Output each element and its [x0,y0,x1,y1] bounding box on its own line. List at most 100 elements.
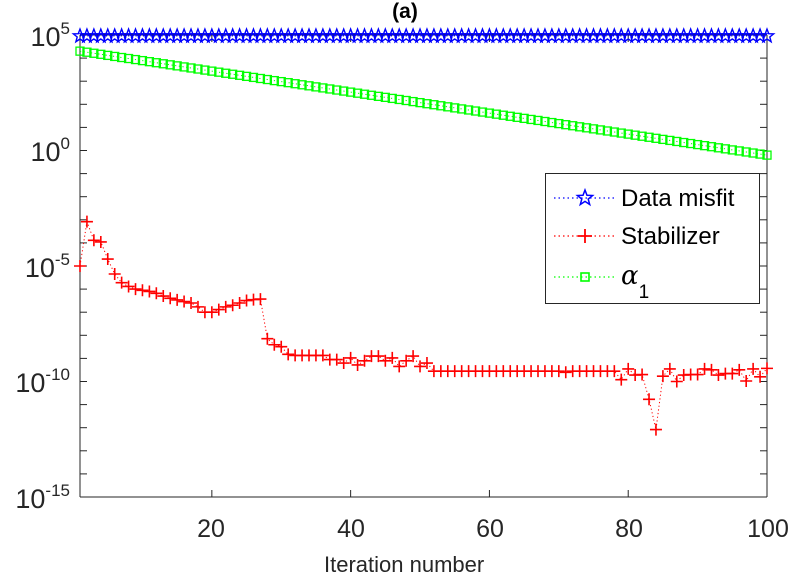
data-point-square [477,107,488,117]
data-point-square [165,60,175,70]
data-point-square [401,95,411,106]
legend-label: Data misfit [621,185,735,212]
data-point-square [574,122,585,132]
data-point-square [463,105,474,115]
data-point-square [116,52,127,63]
data-point-plus [337,357,350,370]
series-star [71,27,776,44]
data-point-square [422,99,432,109]
legend-item-alpha-1: α1 [546,257,759,304]
series-plus [74,215,773,436]
y-tick-label: 10-10 [15,365,70,398]
data-point-plus [240,294,253,307]
data-point-plus [559,366,572,379]
data-point-plus [351,358,364,371]
legend-label: α1 [621,261,650,304]
data-point-plus [254,293,267,306]
data-point-square [332,85,342,95]
legend: Data misfit Stabilizer α1 [545,173,760,304]
data-point-square [193,64,203,74]
data-point-square [762,150,772,160]
data-point-plus [129,283,142,296]
data-point-plus [226,299,239,312]
data-point-square [241,71,252,82]
data-point-square [568,121,578,131]
data-point-square [602,126,613,136]
data-point-square [373,91,384,101]
data-point-plus [393,360,406,373]
data-point-plus [330,353,343,366]
data-point-square [214,67,224,77]
data-point-square [519,113,529,124]
data-point-square [672,136,682,147]
data-point-square [658,134,668,145]
data-point-square [345,87,356,97]
data-point-plus [656,370,669,383]
data-point-plus [705,363,718,376]
data-point-square [304,81,314,91]
data-point-plus [143,285,156,298]
data-point-plus [233,297,246,310]
data-point-plus [108,268,121,281]
x-axis-label: Iteration number [324,552,485,577]
data-point-plus [726,367,739,380]
data-point-plus [622,362,635,375]
data-point-square [484,108,495,118]
legend-item-data-misfit: Data misfit [546,181,759,217]
data-point-square [512,112,522,122]
series-layer [71,27,776,436]
data-point-square [387,93,397,104]
data-point-square [561,120,571,130]
data-point-plus [733,363,746,376]
data-point-square [595,125,606,135]
data-point-plus [185,297,198,310]
data-point-square [325,84,335,94]
data-point-plus [212,303,225,316]
data-point-plus [414,360,427,373]
x-tick-label: 40 [337,515,365,543]
data-point-square [498,110,508,120]
data-point-square [720,144,731,154]
data-point-square [151,58,161,68]
y-tick-label: 10-15 [15,481,70,514]
data-point-plus [608,365,621,378]
data-point-plus [670,375,683,388]
data-point-square [110,51,120,62]
y-tick-label: 10-5 [24,250,70,283]
data-point-plus [282,348,295,361]
data-point-square [359,89,370,99]
data-point-plus [400,354,413,367]
data-point-plus [615,373,628,386]
data-point-square [123,53,134,64]
data-point-square [588,124,599,134]
data-point-square [255,73,266,84]
data-point-square [82,47,92,57]
data-point-plus [379,354,392,367]
data-point-plus [747,362,760,375]
data-point-square [491,109,502,119]
data-point-square [727,145,737,155]
data-point-plus [164,292,177,305]
data-point-square [623,129,633,139]
data-point-square [581,123,592,133]
x-tick-label: 80 [615,515,643,543]
data-point-square [311,82,321,92]
data-point-square [137,55,148,66]
data-point-plus [712,369,725,382]
data-point-square [450,103,460,113]
data-point-square [415,97,425,108]
data-point-plus [94,235,107,248]
data-point-square [158,59,168,69]
data-point-square [526,114,536,125]
data-point-square [429,100,439,110]
y-tick-label: 100 [30,134,70,167]
data-point-square [686,138,696,149]
data-point-square [609,127,619,137]
data-point-square [533,115,543,126]
data-point-square [540,116,550,127]
data-point-plus [80,215,93,228]
data-point-star [758,27,776,44]
data-point-square [408,96,418,107]
data-point-square [200,65,210,75]
